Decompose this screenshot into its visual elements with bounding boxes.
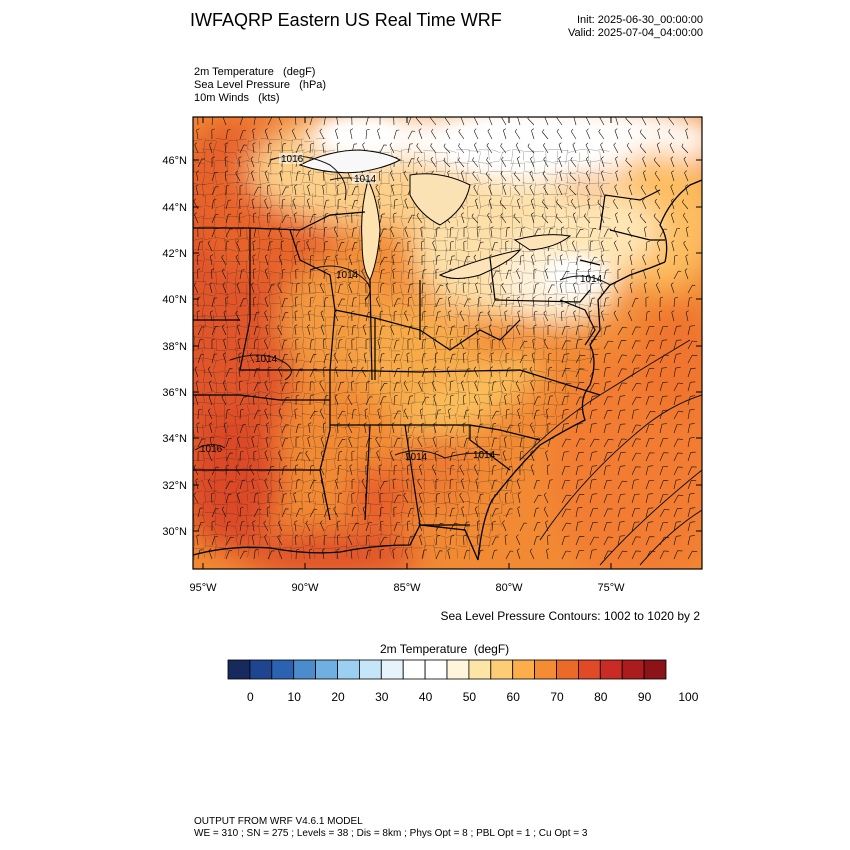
- colorbar-tick-label: 100: [678, 690, 698, 704]
- colorbar-swatch: [293, 659, 317, 680]
- colorbar-tick-label: 30: [375, 690, 389, 704]
- colorbar-tick-label: 40: [419, 690, 433, 704]
- colorbar-tick-label: 10: [288, 690, 302, 704]
- contour-label: 1016: [200, 444, 223, 455]
- latitude-labels: 46°N 44°N 42°N 40°N 38°N 36°N 34°N 32°N …: [162, 155, 187, 538]
- colorbar-tick-label: 70: [550, 690, 564, 704]
- svg-text:1014: 1014: [255, 354, 278, 365]
- svg-text:1014: 1014: [336, 270, 359, 281]
- colorbar-swatch: [556, 659, 579, 680]
- lat-label: 38°N: [162, 341, 187, 353]
- contour-label: 1014: [352, 173, 377, 185]
- lat-label: 32°N: [162, 480, 187, 492]
- lon-label: 85°W: [393, 582, 421, 594]
- valid-time: Valid: 2025-07-04_04:00:00: [568, 27, 703, 39]
- map-title: IWFAQRP Eastern US Real Time WRF: [190, 10, 502, 30]
- contour-labels: 1016 1014 1014 1014 1014 1014 1016 1014: [200, 153, 603, 463]
- field-winds: 10m Winds (kts): [194, 92, 280, 104]
- longitude-labels: 95°W 90°W 85°W 80°W 75°W: [189, 582, 625, 594]
- colorbar-swatch: [402, 659, 426, 680]
- colorbar-swatch: [227, 659, 251, 680]
- colorbar-title: 2m Temperature (degF): [380, 642, 510, 656]
- svg-text:1014: 1014: [354, 174, 377, 185]
- lat-label: 40°N: [162, 294, 187, 306]
- lat-label: 44°N: [162, 202, 187, 214]
- lat-label: 36°N: [162, 387, 187, 399]
- contour-label: 1014: [580, 274, 603, 285]
- colorbar-swatch: [337, 659, 360, 680]
- lon-label: 80°W: [495, 582, 523, 594]
- colorbar-swatch: [315, 659, 338, 680]
- state-borders: [193, 189, 665, 526]
- svg-text:1014: 1014: [580, 274, 603, 285]
- colorbar-tick-label: 90: [638, 690, 652, 704]
- colorbar-swatch: [512, 659, 536, 680]
- svg-text:1014: 1014: [473, 450, 496, 461]
- contour-label: 1016: [279, 153, 304, 165]
- init-valid-times: Init: 2025-06-30_00:00:00 Valid: 2025-07…: [568, 14, 703, 40]
- coastline: [193, 179, 702, 561]
- svg-text:1014: 1014: [405, 452, 428, 463]
- colorbar-swatch: [468, 659, 492, 680]
- colorbar: [227, 659, 667, 680]
- map-frame: [192, 116, 703, 570]
- colorbar-swatch: [490, 659, 514, 680]
- colorbar-swatch: [534, 659, 557, 680]
- lon-label: 95°W: [189, 582, 217, 594]
- colorbar-swatch: [424, 659, 448, 680]
- svg-text:1016: 1016: [200, 444, 223, 455]
- colorbar-swatch: [271, 659, 295, 680]
- great-lakes: [298, 149, 572, 281]
- contour-label: 1014: [336, 270, 359, 281]
- colorbar-tick-label: 50: [463, 690, 477, 704]
- svg-text:1016: 1016: [281, 154, 304, 165]
- colorbar-tick-label: 0: [247, 690, 254, 704]
- colorbar-tick-label: 80: [594, 690, 608, 704]
- lat-label: 30°N: [162, 526, 187, 538]
- colorbar-swatch: [643, 659, 667, 680]
- colorbar-tick-labels: 0 10 20 30 40 50 60 70 80 90 100: [247, 690, 699, 704]
- init-time: Init: 2025-06-30_00:00:00: [577, 14, 703, 26]
- contour-label: 1014: [255, 354, 278, 365]
- field-sea-level-pressure: Sea Level Pressure (hPa): [194, 79, 327, 91]
- colorbar-swatch: [380, 659, 404, 680]
- contour-label: 1014: [405, 452, 428, 463]
- lon-label: 75°W: [597, 582, 625, 594]
- colorbar-swatch: [599, 659, 623, 680]
- colorbar-tick-label: 20: [331, 690, 345, 704]
- lon-label: 90°W: [291, 582, 319, 594]
- field-list: 2m Temperature (degF) Sea Level Pressure…: [194, 66, 326, 105]
- contour-label: 1014: [473, 450, 496, 461]
- colorbar-swatch: [446, 659, 470, 680]
- wind-barbs: [193, 117, 698, 560]
- model-footer: OUTPUT FROM WRF V4.6.1 MODEL WE = 310 ; …: [194, 816, 587, 840]
- model-version: OUTPUT FROM WRF V4.6.1 MODEL: [194, 816, 363, 827]
- field-temperature: 2m Temperature (degF): [194, 66, 316, 78]
- lat-label: 42°N: [162, 248, 187, 260]
- axis-ticks: [193, 117, 702, 569]
- county-borders: [193, 138, 613, 560]
- colorbar-swatch: [249, 659, 273, 680]
- slp-contours: [194, 155, 702, 566]
- lat-label: 34°N: [162, 433, 187, 445]
- colorbar-tick-label: 60: [507, 690, 521, 704]
- colorbar-swatch: [578, 659, 601, 680]
- lat-label: 46°N: [162, 155, 187, 167]
- model-config: WE = 310 ; SN = 275 ; Levels = 38 ; Dis …: [194, 828, 588, 839]
- colorbar-swatch: [358, 659, 382, 680]
- colorbar-swatch: [621, 659, 645, 680]
- map-area: 1016 1014 1014 1014 1014 1014 1016 1014: [193, 117, 702, 569]
- contour-note: Sea Level Pressure Contours: 1002 to 102…: [440, 609, 701, 623]
